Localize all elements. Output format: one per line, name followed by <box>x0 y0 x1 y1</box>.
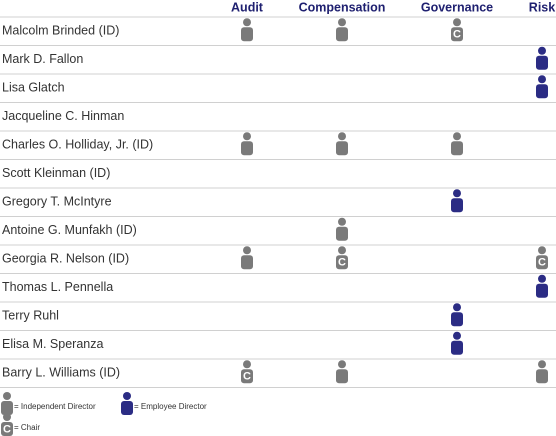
icon-body <box>451 340 463 355</box>
column-header: Compensation <box>299 0 386 14</box>
icon-head <box>453 189 461 198</box>
director-name: Antoine G. Munfakh (ID) <box>2 223 137 237</box>
director-name: Lisa Glatch <box>2 81 65 95</box>
icon-head <box>3 392 11 400</box>
director-name: Malcolm Brinded (ID) <box>2 24 119 38</box>
director-icon <box>536 75 548 99</box>
director-icon <box>451 189 463 213</box>
icon-body <box>451 141 463 156</box>
icon-head <box>538 46 546 55</box>
icon-head <box>243 360 251 369</box>
director-icon: C <box>536 246 548 270</box>
icon-body <box>536 283 548 298</box>
icon-body <box>336 141 348 156</box>
director-icon <box>336 132 348 156</box>
director-icon <box>536 274 548 298</box>
icon-body <box>1 401 13 415</box>
director-icon <box>451 303 463 327</box>
director-icon <box>121 392 133 415</box>
column-header: Governance <box>421 0 493 14</box>
director-name: Georgia R. Nelson (ID) <box>2 252 129 266</box>
icon-head <box>243 246 251 255</box>
icon-body <box>336 226 348 241</box>
icon-body <box>451 27 463 42</box>
director-icon: C <box>241 360 253 384</box>
director-icon <box>241 132 253 156</box>
director-icon <box>336 18 348 42</box>
legend-label: = Chair <box>14 423 40 432</box>
director-icon <box>451 132 463 156</box>
icon-body <box>121 401 133 415</box>
director-icon <box>241 246 253 270</box>
director-icon <box>536 360 548 384</box>
icon-body <box>241 255 253 270</box>
legend-text: Employee Director <box>141 402 207 411</box>
director-icon: C <box>1 413 13 436</box>
icon-body <box>241 27 253 42</box>
icon-head <box>538 360 546 369</box>
icon-body <box>336 369 348 384</box>
director-icon <box>336 360 348 384</box>
icon-head <box>538 274 546 283</box>
column-header: Risk <box>529 0 555 14</box>
icon-body <box>451 198 463 213</box>
director-name: Scott Kleinman (ID) <box>2 166 110 180</box>
director-icon: C <box>336 246 348 270</box>
director-icon <box>241 18 253 42</box>
icon-head <box>453 18 461 27</box>
director-name: Elisa M. Speranza <box>2 337 103 351</box>
icon-body <box>536 55 548 70</box>
column-header: Audit <box>231 0 264 14</box>
chair-mark: C <box>453 29 461 41</box>
icon-head <box>538 75 546 84</box>
legend-text: Chair <box>21 423 40 432</box>
chair-mark: C <box>3 423 11 435</box>
icon-head <box>453 331 461 340</box>
icon-body <box>241 369 253 384</box>
icon-head <box>243 18 251 27</box>
director-name: Terry Ruhl <box>2 309 59 323</box>
icon-body <box>241 141 253 156</box>
icon-body <box>536 255 548 270</box>
icon-head <box>243 132 251 141</box>
icon-body <box>536 369 548 384</box>
icon-body <box>1 422 13 436</box>
director-name: Gregory T. McIntyre <box>2 195 112 209</box>
icon-body <box>451 312 463 327</box>
director-icon: C <box>451 18 463 42</box>
icon-head <box>338 132 346 141</box>
director-icon <box>536 46 548 70</box>
director-name: Barry L. Williams (ID) <box>2 366 120 380</box>
icon-head <box>338 246 346 255</box>
chair-mark: C <box>338 257 346 269</box>
chair-mark: C <box>243 371 251 383</box>
icon-head <box>3 413 11 421</box>
icon-body <box>536 84 548 99</box>
icon-head <box>338 360 346 369</box>
director-name: Mark D. Fallon <box>2 52 83 66</box>
legend-text: Independent Director <box>21 402 96 411</box>
director-icon <box>451 331 463 355</box>
icon-head <box>338 18 346 27</box>
legend-label: = Employee Director <box>134 402 207 411</box>
icon-head <box>453 303 461 312</box>
icon-body <box>336 255 348 270</box>
director-name: Thomas L. Pennella <box>2 280 113 294</box>
legend-label: = Independent Director <box>14 402 96 411</box>
icon-head <box>338 217 346 226</box>
director-icon <box>1 392 13 415</box>
director-name: Charles O. Holliday, Jr. (ID) <box>2 138 153 152</box>
icon-head <box>123 392 131 400</box>
chair-mark: C <box>538 257 546 269</box>
director-icon <box>336 217 348 241</box>
icon-head <box>453 132 461 141</box>
icon-body <box>336 27 348 42</box>
icon-head <box>538 246 546 255</box>
director-name: Jacqueline C. Hinman <box>2 109 124 123</box>
